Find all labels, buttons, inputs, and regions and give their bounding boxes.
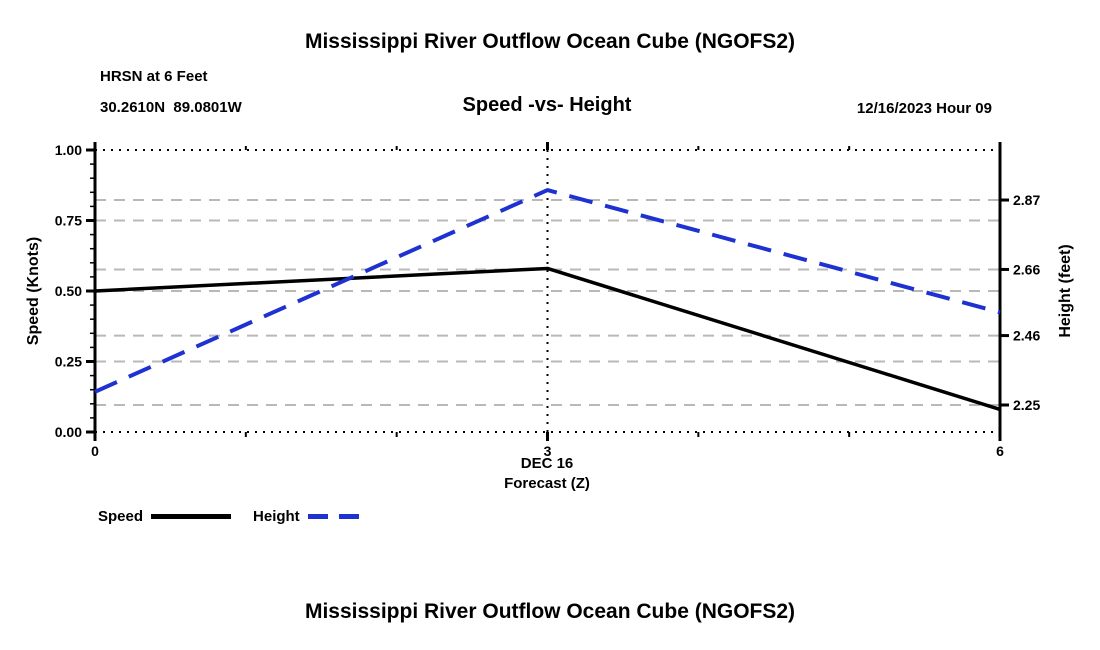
svg-text:1.00: 1.00 bbox=[55, 142, 82, 158]
legend-label-height: Height bbox=[253, 508, 300, 525]
legend-label-speed: Speed bbox=[98, 508, 144, 525]
svg-text:0.25: 0.25 bbox=[55, 354, 82, 370]
station-label: HRSN at 6 Feet bbox=[100, 68, 208, 85]
coordinates-label: 30.2610N 89.0801W bbox=[100, 99, 242, 116]
svg-text:2.87: 2.87 bbox=[1013, 192, 1040, 208]
legend-swatch-speed-line bbox=[151, 514, 232, 519]
x-axis-title: Forecast (Z) bbox=[504, 475, 590, 492]
right-axis-title: Height (feet) bbox=[1057, 244, 1074, 338]
svg-text:2.66: 2.66 bbox=[1013, 261, 1040, 277]
svg-text:3: 3 bbox=[544, 443, 552, 459]
svg-text:6: 6 bbox=[996, 443, 1004, 459]
svg-text:0.50: 0.50 bbox=[55, 283, 82, 299]
legend-swatch-height-line bbox=[307, 514, 366, 519]
chart-title-bottom: Mississippi River Outflow Ocean Cube (NG… bbox=[304, 600, 796, 623]
svg-text:0.00: 0.00 bbox=[55, 424, 82, 440]
chart-subtitle: Speed -vs- Height bbox=[462, 94, 632, 116]
chart-title-top: Mississippi River Outflow Ocean Cube (NG… bbox=[304, 30, 796, 53]
svg-text:2.25: 2.25 bbox=[1013, 397, 1040, 413]
svg-text:0: 0 bbox=[91, 443, 99, 459]
x-axis-date-label: DEC 16 bbox=[520, 455, 574, 472]
legend: Speed Height bbox=[98, 508, 366, 525]
left-axis-title: Speed (Knots) bbox=[25, 236, 42, 346]
svg-text:2.46: 2.46 bbox=[1013, 328, 1040, 344]
svg-text:0.75: 0.75 bbox=[55, 213, 82, 229]
datetime-label: 12/16/2023 Hour 09 bbox=[856, 100, 992, 117]
